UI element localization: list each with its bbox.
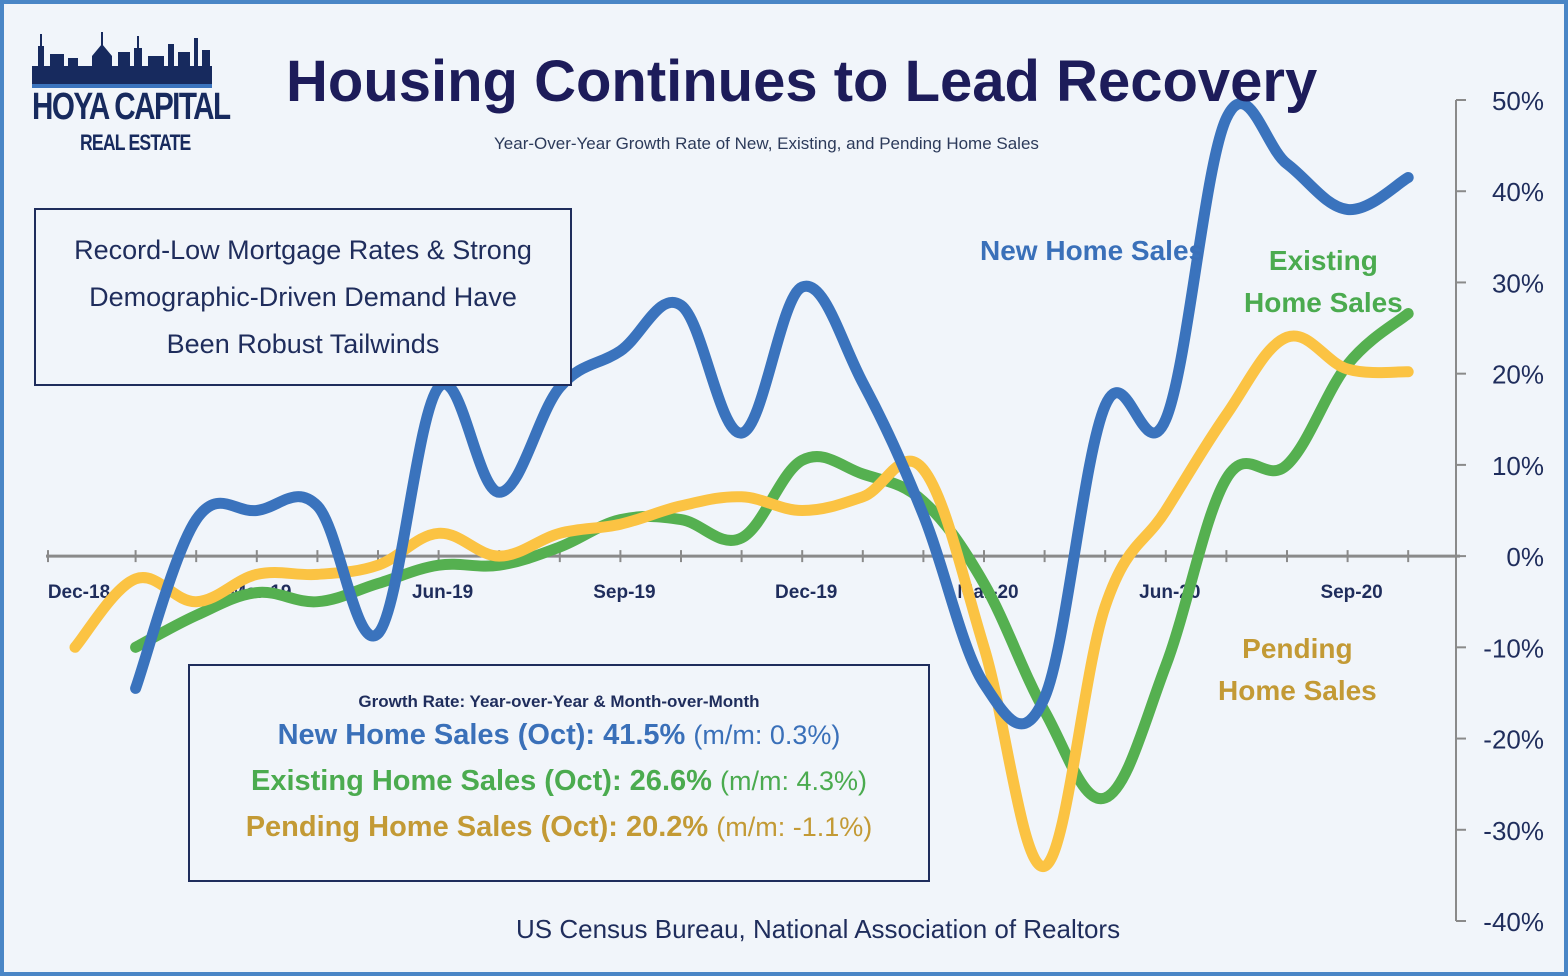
source-note: US Census Bureau, National Association o… <box>516 914 1121 944</box>
logo-subtitle: REAL ESTATE <box>80 130 191 155</box>
y-tick-label: -10% <box>1483 633 1544 663</box>
annotation-box: Record-Low Mortgage Rates & Strong Demog… <box>34 208 572 386</box>
annotation-line: Been Robust Tailwinds <box>166 328 440 359</box>
growth-rate-pending-label: Pending Home Sales (Oct): 20.2% <box>245 811 709 843</box>
x-tick-label: Sep-19 <box>593 582 655 603</box>
growth-rate-existing: Existing Home Sales (Oct): 26.6% (m/m: 4… <box>190 758 928 804</box>
x-tick-label: Sep-20 <box>1320 582 1382 603</box>
y-tick-label: -20% <box>1483 725 1544 755</box>
series-label-line: Home Sales <box>1244 287 1403 318</box>
growth-rate-pending-mm: (m/m: -1.1%) <box>716 812 873 842</box>
series-label-existing: Existing Home Sales <box>1244 240 1403 324</box>
series-line-pending <box>69 330 1414 872</box>
y-tick-label: 30% <box>1492 268 1544 298</box>
x-tick-label: Dec-19 <box>775 582 837 603</box>
annotation-line: Demographic-Driven Demand Have <box>89 281 517 312</box>
y-tick-label: 20% <box>1492 360 1544 390</box>
axes: Dec-18 Mar-19 Jun-19 Sep-19 Dec-19 Mar-20 Jun-… <box>46 86 1544 937</box>
series-line-existing <box>130 308 1414 805</box>
series-label-line: Pending <box>1242 633 1353 664</box>
growth-rate-pending: Pending Home Sales (Oct): 20.2% (m/m: -1… <box>190 804 928 850</box>
growth-rate-existing-mm: (m/m: 4.3%) <box>719 766 867 796</box>
series-label-line: Existing <box>1268 245 1378 276</box>
x-tick-label: Dec-18 <box>48 582 110 603</box>
y-tick-label: 50% <box>1492 86 1544 116</box>
series-label-new: New Home Sales <box>980 230 1204 272</box>
y-tick-label: 40% <box>1492 177 1544 207</box>
y-tick-label: -40% <box>1483 907 1544 937</box>
series-line-new <box>130 98 1414 730</box>
growth-rate-heading: Growth Rate: Year-over-Year & Month-over… <box>358 692 760 711</box>
chart-title: Housing Continues to Lead Recovery <box>286 49 1318 114</box>
growth-rate-box: Growth Rate: Year-over-Year & Month-over… <box>188 664 930 882</box>
annotation-line: Record-Low Mortgage Rates & Strong <box>74 234 532 265</box>
skyline-icon <box>32 32 212 88</box>
chart-svg: Dec-18 Mar-19 Jun-19 Sep-19 Dec-19 Mar-20 Jun-… <box>46 86 1544 937</box>
growth-rate-new: New Home Sales (Oct): 41.5% (m/m: 0.3%) <box>190 712 928 758</box>
series-lines <box>69 98 1414 872</box>
series-label-pending: Pending Home Sales <box>1218 628 1377 712</box>
chart-subtitle: Year-Over-Year Growth Rate of New, Exist… <box>494 134 1039 153</box>
logo-name: HOYA CAPITAL <box>32 86 231 128</box>
y-tick-label: -30% <box>1483 816 1544 846</box>
growth-rate-new-mm: (m/m: 0.3%) <box>693 720 841 750</box>
series-label-line: New Home Sales <box>980 235 1205 266</box>
y-tick-label: 0% <box>1506 542 1544 572</box>
series-label-line: Home Sales <box>1218 675 1377 706</box>
growth-rate-existing-label: Existing Home Sales (Oct): 26.6% <box>250 765 712 797</box>
x-tick-label: Jun-19 <box>412 582 473 603</box>
growth-rate-new-label: New Home Sales (Oct): 41.5% <box>277 719 686 751</box>
y-tick-label: 10% <box>1492 451 1544 481</box>
hoya-capital-logo: HOYA CAPITAL REAL ESTATE <box>32 26 231 166</box>
